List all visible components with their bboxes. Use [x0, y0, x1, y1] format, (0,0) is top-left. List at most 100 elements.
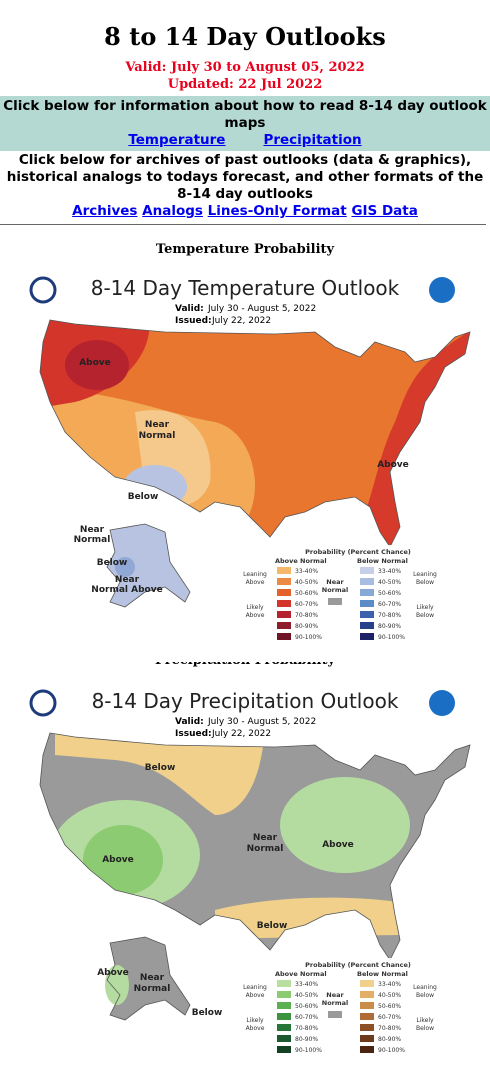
legend-group: Leaning: [413, 984, 437, 991]
legend-group: Below: [416, 992, 434, 999]
doc-logo: [29, 276, 57, 304]
legend-bin: 60-70%: [378, 601, 401, 608]
region-label: Above: [79, 358, 111, 368]
legend-bin: 50-60%: [378, 1003, 401, 1010]
region-label: Normal: [74, 535, 111, 545]
legend-bin: 70-80%: [295, 612, 318, 619]
issued-text: July 22, 2022: [211, 729, 271, 739]
legend-group: Leaning: [243, 984, 267, 991]
analogs-link[interactable]: Analogs: [142, 203, 203, 219]
legend-near: Normal: [322, 999, 349, 1007]
section-title: Temperature Probability: [155, 242, 335, 257]
map-title: 8-14 Day Precipitation Outlook: [92, 689, 399, 713]
legend-swatch: [360, 578, 374, 585]
legend-below: Below Normal: [357, 970, 408, 978]
region-label: Near: [115, 575, 140, 585]
precipitation-link[interactable]: Precipitation: [263, 132, 362, 148]
legend-group: Likely: [246, 604, 264, 611]
map-title: 8-14 Day Temperature Outlook: [91, 276, 400, 300]
legend-swatch: [277, 611, 291, 618]
legend-bin: 60-70%: [378, 1014, 401, 1021]
map-region: [83, 825, 163, 895]
legend-bin: 40-50%: [295, 579, 318, 586]
legend-bin: 80-90%: [295, 623, 318, 630]
legend-bin: 70-80%: [378, 1025, 401, 1032]
region-label: Below: [145, 763, 176, 773]
region-label: Near: [80, 525, 105, 535]
noaa-logo: [429, 690, 455, 716]
legend-bin: 33-40%: [295, 568, 318, 575]
legend-group: Below: [416, 1025, 434, 1032]
region-label: Normal: [247, 844, 284, 854]
legend-swatch: [277, 633, 291, 640]
us-outline: [39, 732, 471, 961]
region-label: Below: [128, 492, 159, 502]
legend-swatch: [277, 1013, 291, 1020]
legend-swatch: [277, 589, 291, 596]
region-label: Below: [192, 1008, 223, 1018]
legend-swatch: [360, 600, 374, 607]
legend-swatch: [360, 611, 374, 618]
region-label: Normal: [134, 984, 171, 994]
legend-title: Probability (Percent Chance): [305, 961, 411, 969]
legend-group: Above: [246, 579, 265, 586]
legend-bin: 90-100%: [295, 634, 322, 641]
legend-swatch: [277, 1046, 291, 1053]
legend-bin: 50-60%: [378, 590, 401, 597]
legend-swatch: [360, 1046, 374, 1053]
updated-date: Updated: 22 Jul 2022: [167, 77, 323, 92]
legend-swatch: [328, 598, 342, 605]
region-label: Above: [97, 968, 129, 978]
legend-swatch: [360, 567, 374, 574]
map-region: [115, 557, 135, 577]
archives-link[interactable]: Archives: [72, 203, 138, 219]
issued-label: Issued:: [175, 729, 212, 739]
legend-above: Above Normal: [275, 970, 327, 978]
temperature-link[interactable]: Temperature: [128, 132, 226, 148]
page-title: 8 to 14 Day Outlooks: [104, 22, 386, 51]
legend-near: Normal: [322, 586, 349, 594]
us-outline: [39, 319, 471, 548]
issued-label: Issued:: [175, 316, 212, 326]
region-label: Below: [97, 558, 128, 568]
region-label: Above: [377, 460, 409, 470]
archives-text: Click below for archives of past outlook…: [6, 152, 484, 202]
legend-above: Above Normal: [275, 557, 327, 565]
noaa-logo: [429, 277, 455, 303]
map-region: [280, 777, 410, 873]
region-label: Near: [253, 833, 278, 843]
legend-swatch: [277, 991, 291, 998]
legend-group: Above: [246, 612, 265, 619]
legend-bin: 33-40%: [295, 981, 318, 988]
legend-bin: 50-60%: [295, 1003, 318, 1010]
legend-bin: 40-50%: [378, 992, 401, 999]
archives-box: Click below for archives of past outlook…: [0, 152, 490, 220]
legend-group: Likely: [246, 1017, 264, 1024]
legend-bin: 33-40%: [378, 568, 401, 575]
legend-bin: 60-70%: [295, 601, 318, 608]
region-label: Above: [102, 855, 134, 865]
legend-group: Likely: [416, 1017, 434, 1024]
ak-outline: [106, 936, 191, 1021]
region-label: Near: [145, 420, 170, 430]
valid-text: July 30 - August 5, 2022: [207, 304, 316, 314]
legend-bin: 90-100%: [378, 1047, 405, 1054]
lines-only-link[interactable]: Lines-Only Format: [207, 203, 347, 219]
legend-group: Leaning: [243, 571, 267, 578]
legend-bin: 60-70%: [295, 1014, 318, 1021]
valid-label: Valid:: [175, 717, 204, 727]
region-label: Below: [257, 921, 288, 931]
map-region: [107, 937, 190, 1020]
legend-swatch: [277, 1035, 291, 1042]
legend-bin: 70-80%: [378, 612, 401, 619]
map-region: [65, 340, 129, 390]
outlook-map: 8-14 Day Temperature Outlook Valid: July 3…: [15, 262, 475, 662]
valid-text: July 30 - August 5, 2022: [207, 717, 316, 727]
legend-swatch: [360, 633, 374, 640]
issued-text: July 22, 2022: [211, 316, 271, 326]
legend-bin: 80-90%: [378, 623, 401, 630]
gis-link[interactable]: GIS Data: [351, 203, 418, 219]
map-region: [107, 524, 190, 607]
legend-bin: 90-100%: [378, 634, 405, 641]
